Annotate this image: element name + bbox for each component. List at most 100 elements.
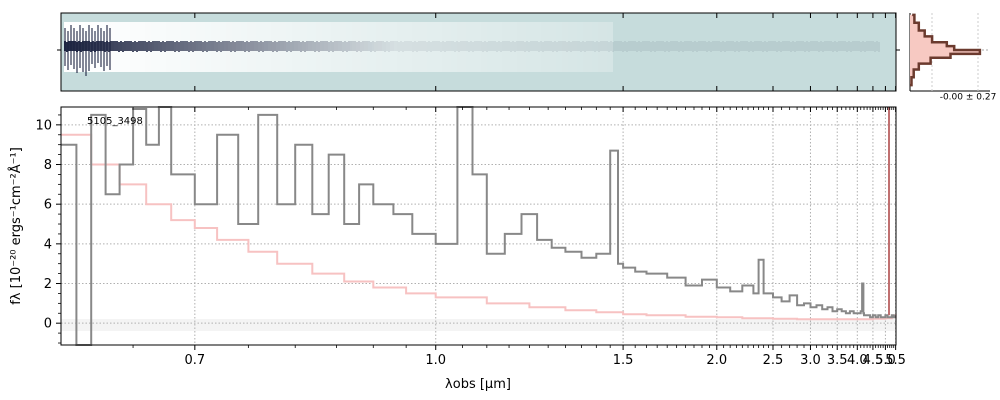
spectrum-2d-trace-pixel (316, 41, 318, 51)
spectrum-2d-trace-pixel (176, 41, 178, 51)
spectrum-2d-halo (292, 22, 295, 72)
spectrum-2d-halo (508, 22, 511, 72)
spectrum-2d-trace-pixel (288, 41, 290, 51)
spectrum-2d-trace-pixel (784, 41, 786, 51)
spectrum-2d-trace-pixel (388, 42, 390, 52)
spectrum-2d-halo (346, 22, 349, 72)
spectrum-2d-halo (469, 22, 472, 72)
spectrum-2d-trace-pixel (622, 42, 624, 52)
spectrum-2d-trace-pixel (490, 41, 492, 51)
spectrum-2d-trace-pixel (352, 41, 354, 51)
spectrum-2d-trace-pixel (304, 42, 306, 52)
spectrum-2d-halo (439, 22, 442, 72)
spectrum-2d-trace-pixel (624, 41, 626, 51)
spectrum-2d-trace-pixel (458, 42, 460, 52)
spectrum-2d-trace-pixel (326, 41, 328, 51)
spectrum-2d-trace-pixel (186, 41, 188, 51)
spectrum-2d-trace-pixel (236, 41, 238, 51)
spectrum-2d-trace-pixel (120, 41, 122, 51)
spectrum-2d-halo (373, 22, 376, 72)
spectrum-2d-trace-pixel (264, 41, 266, 51)
spectrum-2d-halo (274, 22, 277, 72)
spectrum-2d-trace-pixel (246, 41, 248, 51)
spectrum-2d-trace-pixel (492, 41, 494, 51)
spectrum-2d-trace-pixel (536, 41, 538, 51)
spectrum-2d-trace-pixel (744, 41, 746, 51)
spectrum-2d-halo (607, 22, 610, 72)
y-axis-ticks: 0 2 4 6 8 10 (35, 114, 61, 344)
spectrum-2d-trace-pixel (444, 42, 446, 52)
spectrum-2d-trace-pixel (300, 42, 302, 52)
spectrum-2d-trace-pixel (468, 42, 470, 52)
spectrum-2d-halo (388, 22, 391, 72)
spectrum-2d-trace-pixel (152, 41, 154, 51)
spectrum-2d-trace-pixel (610, 41, 612, 51)
spectrum-2d-trace-pixel (524, 42, 526, 52)
spectrum-2d-noise-column (67, 31, 69, 70)
spectrum-2d-trace-pixel (480, 41, 482, 51)
spectrum-2d-trace-pixel (792, 41, 794, 51)
spectrum-2d-noise-column (88, 25, 90, 71)
spectrum-2d-trace-pixel (188, 42, 190, 52)
spectrum-2d-halo (490, 22, 493, 72)
spectrum-2d-trace-pixel (686, 41, 688, 51)
spectrum-2d-noise-column (94, 31, 96, 68)
spectrum-2d-trace-pixel (156, 41, 158, 51)
spectrum-2d-halo (304, 22, 307, 72)
x-tick-label: 2.5 (763, 353, 784, 368)
spectrum-2d-trace-pixel (592, 41, 594, 51)
spectrum-2d-halo (277, 22, 280, 72)
spectrum-2d-trace-pixel (320, 41, 322, 51)
spectrum-2d-trace-pixel (590, 41, 592, 51)
spectrum-2d-trace-pixel (114, 41, 116, 51)
spectrum-2d-trace-pixel (662, 41, 664, 51)
spectrum-2d-trace-pixel (674, 41, 676, 51)
spectrum-2d-trace-pixel (646, 41, 648, 51)
spectrum-2d-trace-pixel (250, 41, 252, 51)
spectrum-2d-trace-pixel (460, 41, 462, 51)
spectrum-2d-trace-pixel (788, 41, 790, 51)
error-spectrum-line (61, 133, 897, 321)
x-axis-ticks: 0.7 1.0 1.5 2.0 2.5 3.0 3.5 4.04.55.05.5 (132, 107, 906, 368)
spectrum-2d-halo (553, 22, 556, 72)
spectrum-2d-trace-pixel (498, 41, 500, 51)
spectrum-2d-trace-pixel (384, 42, 386, 52)
spectrum-2d-trace-pixel (798, 41, 800, 51)
spectrum-1d-frame (60, 106, 897, 346)
spectrum-2d-trace-pixel (652, 41, 654, 51)
spectrum-2d-trace-pixel (452, 41, 454, 51)
spectrum-2d-trace-pixel (380, 41, 382, 51)
spectrum-2d-trace-pixel (598, 42, 600, 52)
spectrum-2d-noise-column (100, 28, 102, 67)
spectrum-2d-trace-pixel (372, 41, 374, 51)
spectrum-2d-halo (412, 22, 415, 72)
y-tick-label: 10 (35, 118, 52, 133)
spectrum-2d-halo (355, 22, 358, 72)
spectrum-2d-trace-pixel (386, 41, 388, 51)
spectrum-2d-trace-pixel (782, 41, 784, 51)
spectrum-2d-trace-pixel (218, 41, 220, 51)
spectrum-2d-trace-pixel (816, 41, 818, 51)
spectrum-2d-noise-column (76, 31, 78, 73)
spectrum-2d-halo (334, 22, 337, 72)
spectrum-2d-halo (460, 22, 463, 72)
spectrum-2d-trace-pixel (266, 41, 268, 51)
spectrum-2d-trace-pixel (770, 41, 772, 51)
spectrum-2d-trace-pixel (442, 41, 444, 51)
spectrum-2d-trace-pixel (116, 41, 118, 51)
spectrum-2d-halo (352, 22, 355, 72)
spectrum-2d-halo (538, 22, 541, 72)
spectrum-2d-halo (580, 22, 583, 72)
spectrum-2d-halo (256, 22, 259, 72)
spectrum-2d-trace-pixel (500, 42, 502, 52)
spectrum-2d-trace-pixel (414, 41, 416, 51)
spectrum-2d-trace-pixel (390, 41, 392, 51)
y-tick-label: 0 (44, 317, 52, 332)
flux-spectrum-line (61, 106, 897, 346)
spectrum-2d-trace-pixel (718, 41, 720, 51)
spectrum-2d-halo (244, 22, 247, 72)
spectrum-2d-trace-pixel (450, 41, 452, 51)
spectrum-2d-halo (433, 22, 436, 72)
spectrum-2d-trace-pixel (620, 41, 622, 51)
spectrum-2d-trace-pixel (496, 42, 498, 52)
